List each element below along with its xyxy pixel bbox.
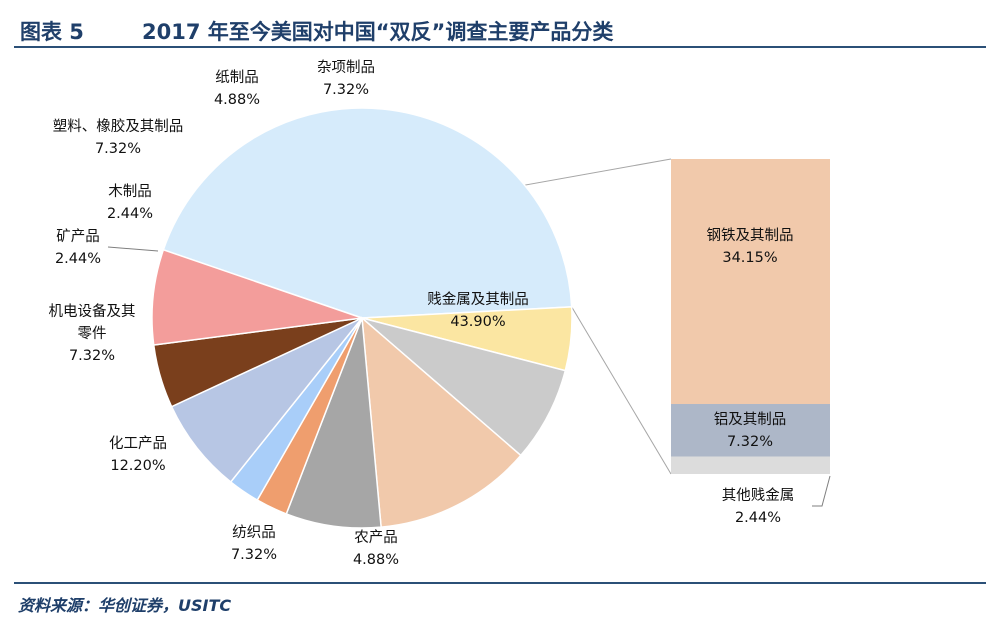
- pie-slices: [151, 107, 573, 529]
- slice-label-name: 贱金属及其制品: [427, 291, 529, 308]
- slice-label-name: 塑料、橡胶及其制品: [53, 118, 184, 135]
- slice-label-value: 4.88%: [353, 552, 399, 568]
- title-bar: 图表 5 2017 年至今美国对中国“双反”调查主要产品分类: [14, 8, 986, 48]
- breakdown-segment: [671, 456, 830, 474]
- breakdown-label-name: 铝及其制品: [714, 411, 787, 428]
- breakdown-bar: [671, 159, 830, 474]
- chart-labels: 贱金属及其制品 43.90% 农产品 4.88% 纺织品 7.32% 化工产品 12.20% 机…: [49, 59, 795, 568]
- slice-label-name: 矿产品: [56, 228, 100, 245]
- leader-line: [107, 246, 159, 252]
- connector-bottom: [571, 306, 672, 475]
- slice-label-name: 纸制品: [215, 69, 259, 86]
- pie-slice-3: [361, 316, 522, 528]
- breakdown-segment: [671, 159, 830, 404]
- slice-label-value: 43.90%: [450, 314, 505, 330]
- figure-label: 图表 5: [20, 20, 84, 44]
- breakdown-label-value: 34.15%: [722, 250, 777, 266]
- slice-label-value: 7.32%: [231, 547, 277, 563]
- breakdown-label-name: 钢铁及其制品: [707, 227, 794, 244]
- source-note: 资料来源：华创证券，USITC: [18, 596, 232, 615]
- slice-label-value: 12.20%: [110, 458, 165, 474]
- slice-label-value: 2.44%: [55, 251, 101, 267]
- chart-title: 2017 年至今美国对中国“双反”调查主要产品分类: [142, 20, 614, 44]
- slice-label-value: 4.88%: [214, 92, 260, 108]
- breakdown-segment: [671, 403, 830, 457]
- slice-label-name: 化工产品: [109, 435, 167, 452]
- breakdown-label-value: 7.32%: [727, 434, 773, 450]
- pie-slice-0: [162, 107, 573, 319]
- slice-label-value: 7.32%: [323, 82, 369, 98]
- top-rule: [14, 46, 986, 48]
- slice-label-name: 木制品: [108, 183, 152, 200]
- slice-label-name: 纺织品: [232, 524, 276, 541]
- slice-label-name: 农产品: [354, 529, 398, 546]
- leader-line: [812, 475, 831, 507]
- slice-label-value: 7.32%: [95, 141, 141, 157]
- slice-label-name: 机电设备及其: [49, 303, 136, 320]
- slice-label-value: 7.32%: [69, 348, 115, 364]
- slice-label-value: 2.44%: [107, 206, 153, 222]
- slice-label-name: 杂项制品: [317, 59, 375, 76]
- pie-slice-9: [151, 248, 363, 346]
- bottom-rule: [14, 582, 986, 584]
- slice-label-name: 零件: [78, 325, 107, 342]
- breakdown-label-value: 2.44%: [735, 510, 781, 526]
- breakdown-label-name: 其他贱金属: [722, 487, 795, 504]
